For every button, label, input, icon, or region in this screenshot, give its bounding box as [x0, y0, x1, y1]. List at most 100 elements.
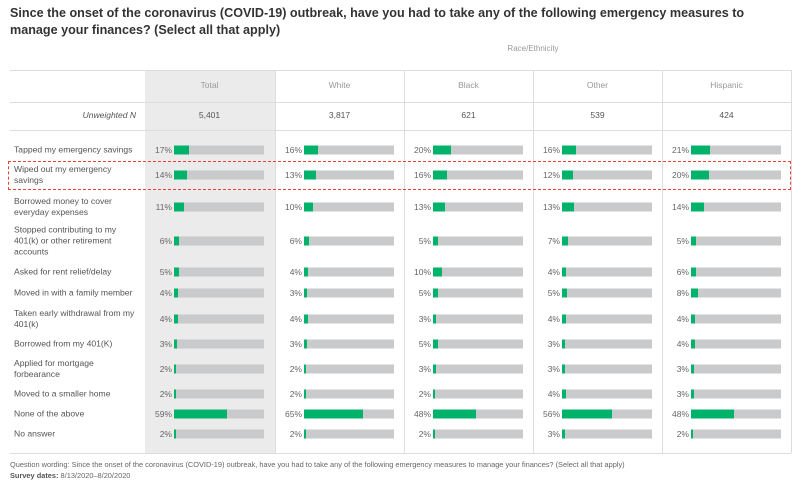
data-label: 12% [542, 170, 560, 180]
bar [304, 267, 308, 277]
bar-track [174, 145, 264, 155]
data-label: 16% [542, 145, 560, 155]
data-label: 5% [418, 236, 431, 246]
bar-track [562, 288, 652, 298]
bar [174, 429, 176, 439]
data-label: 21% [671, 145, 689, 155]
unweighted-n-value: 621 [461, 110, 476, 120]
bar [433, 236, 438, 246]
bar [174, 202, 184, 212]
bar-track [691, 364, 781, 374]
bar [691, 339, 695, 349]
bar [304, 288, 307, 298]
bar-track [433, 267, 523, 277]
bar-track [304, 145, 394, 155]
bar [433, 389, 435, 399]
data-label: 48% [413, 409, 431, 419]
data-label: 2% [289, 429, 302, 439]
data-label: 59% [154, 409, 172, 419]
data-label: 6% [159, 236, 172, 246]
column-header: Other [586, 80, 609, 90]
data-label: 4% [289, 314, 302, 324]
column-header: Black [458, 80, 479, 90]
bar-track [562, 429, 652, 439]
bar-track [562, 339, 652, 349]
bar [433, 288, 438, 298]
bar-track [433, 202, 523, 212]
data-label: 8% [676, 288, 689, 298]
bar [174, 409, 228, 419]
bar-track [304, 288, 394, 298]
data-label: 5% [547, 288, 560, 298]
data-label: 10% [413, 267, 431, 277]
bar [433, 364, 436, 374]
data-label: 4% [547, 267, 560, 277]
bar-track [304, 236, 394, 246]
data-label: 5% [159, 267, 172, 277]
data-label: 6% [676, 267, 689, 277]
column-divider [275, 70, 276, 453]
bar [304, 236, 310, 246]
bar-track [562, 202, 652, 212]
bar [304, 364, 306, 374]
bar-track [691, 409, 781, 419]
bar-track [562, 389, 652, 399]
data-label: 2% [676, 429, 689, 439]
bar [562, 202, 574, 212]
bar-track [433, 170, 523, 180]
column-divider [404, 70, 405, 453]
chart-title: Since the onset of the coronavirus (COVI… [10, 6, 745, 37]
row-label: Borrowed money to cover everyday expense… [14, 196, 112, 217]
bar-track [691, 429, 781, 439]
bar-track [174, 389, 264, 399]
data-label: 3% [547, 429, 560, 439]
bar-track [433, 364, 523, 374]
row-label: None of the above [14, 408, 85, 419]
bar [691, 364, 694, 374]
bar-track [304, 267, 394, 277]
bar [304, 314, 308, 324]
bar [562, 429, 565, 439]
data-label: 3% [159, 339, 172, 349]
bar [174, 314, 178, 324]
bar-track [433, 429, 523, 439]
bar [174, 267, 179, 277]
data-label: 3% [289, 288, 302, 298]
survey-dates: Survey dates: 8/13/2020–8/20/2020 [10, 471, 130, 480]
bar-track [174, 288, 264, 298]
bar-track [691, 236, 781, 246]
bar-track [174, 314, 264, 324]
bar-track [433, 145, 523, 155]
bar-track [562, 314, 652, 324]
data-label: 2% [159, 429, 172, 439]
bar [562, 409, 613, 419]
data-label: 7% [547, 236, 560, 246]
bar [691, 314, 695, 324]
n-row-divider [10, 130, 791, 131]
unweighted-n-value: 3,817 [328, 110, 351, 120]
bar [174, 339, 177, 349]
bar [691, 409, 735, 419]
data-label: 4% [547, 389, 560, 399]
row-label: Stopped contributing to my 401(k) or oth… [14, 224, 117, 257]
bar [691, 288, 699, 298]
row-label: Tapped my emergency savings [14, 144, 133, 155]
bar [691, 389, 694, 399]
bar-track [562, 236, 652, 246]
unweighted-n-value: 5,401 [198, 110, 221, 120]
header-bottom-divider [10, 102, 791, 103]
data-label: 16% [284, 145, 302, 155]
unweighted-n-value: 539 [590, 110, 605, 120]
data-label: 5% [676, 236, 689, 246]
data-label: 3% [289, 339, 302, 349]
bar [691, 267, 697, 277]
bar-track [691, 389, 781, 399]
bar-track [304, 429, 394, 439]
bar [304, 170, 316, 180]
dates-text: 8/13/2020–8/20/2020 [60, 471, 131, 480]
row-label: Moved to a smaller home [14, 388, 111, 399]
bar [433, 202, 445, 212]
data-label: 3% [676, 389, 689, 399]
bar-track [433, 339, 523, 349]
